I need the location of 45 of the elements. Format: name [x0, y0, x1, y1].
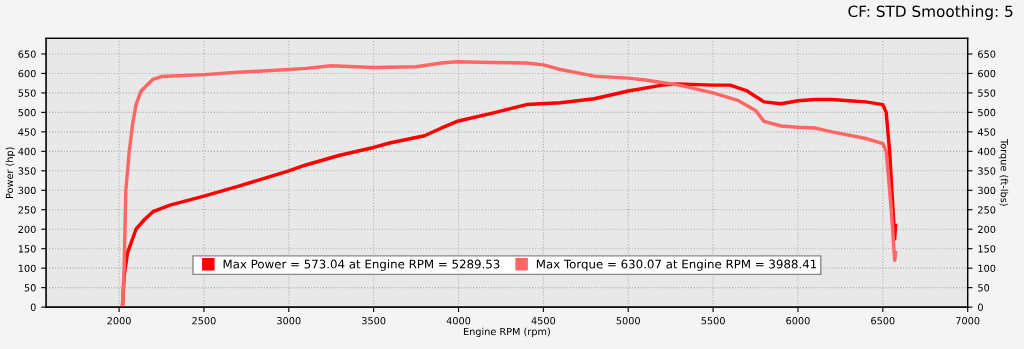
y2-tick-label: 500: [978, 108, 996, 117]
x-tick-label: 2500: [192, 317, 216, 325]
y-tick-label: 150: [18, 245, 36, 253]
y2-tick-label: 450: [977, 128, 996, 136]
x-tick-label: 3500: [362, 317, 386, 325]
x-tick-label: 4500: [531, 317, 556, 325]
y-tick-label: 300: [18, 186, 36, 195]
y-tick-label: 0: [30, 303, 36, 311]
y-axis-title: Power (hp): [5, 147, 16, 198]
y2-tick-label: 550: [978, 89, 996, 97]
y2-tick-label: 250: [978, 206, 996, 214]
y-tick-label: 200: [18, 225, 36, 234]
y-tick-label: 100: [18, 264, 36, 273]
x-tick-label: 3000: [277, 317, 301, 325]
x-tick-label: 5000: [616, 317, 640, 325]
y2-tick-label: 200: [978, 225, 996, 234]
y2-tick-label: 300: [978, 186, 996, 195]
x-tick-label: 2000: [107, 317, 131, 325]
legend-label: Max Torque = 630.07 at Engine RPM = 3988.41: [536, 259, 817, 271]
y-tick-label: 600: [18, 69, 36, 78]
y2-tick-label: 400: [977, 147, 996, 156]
y2-tick-label: 50: [978, 284, 990, 292]
y-tick-label: 450: [18, 128, 36, 136]
x-tick-label: 6000: [786, 317, 810, 325]
y2-tick-label: 650: [978, 50, 996, 58]
y-tick-label: 50: [24, 284, 36, 292]
x-tick-label: 6500: [871, 317, 895, 325]
y-tick-label: 650: [18, 50, 36, 58]
y2-axis-title: Torque (ft-lbs): [998, 138, 1009, 206]
x-tick-label: 4000: [446, 317, 471, 325]
y-tick-label: 500: [18, 108, 36, 117]
y-tick-label: 400: [18, 147, 36, 156]
text: CF: STD Smoothing: 5: [848, 5, 1013, 21]
x-tick-label: 7000: [956, 317, 980, 325]
y2-tick-label: 150: [978, 245, 996, 253]
x-axis-title: Engine RPM (rpm): [463, 327, 550, 338]
y-tick-label: 550: [18, 89, 36, 97]
y-tick-label: 250: [18, 206, 36, 214]
y2-tick-label: 0: [978, 303, 983, 311]
y2-tick-label: 600: [978, 69, 996, 78]
y-tick-label: 350: [18, 167, 36, 175]
y2-tick-label: 350: [978, 167, 996, 175]
x-tick-label: 5500: [701, 317, 725, 325]
legend-label: Max Power = 573.04 at Engine RPM = 5289.53: [223, 259, 500, 271]
y2-tick-label: 100: [978, 264, 996, 273]
